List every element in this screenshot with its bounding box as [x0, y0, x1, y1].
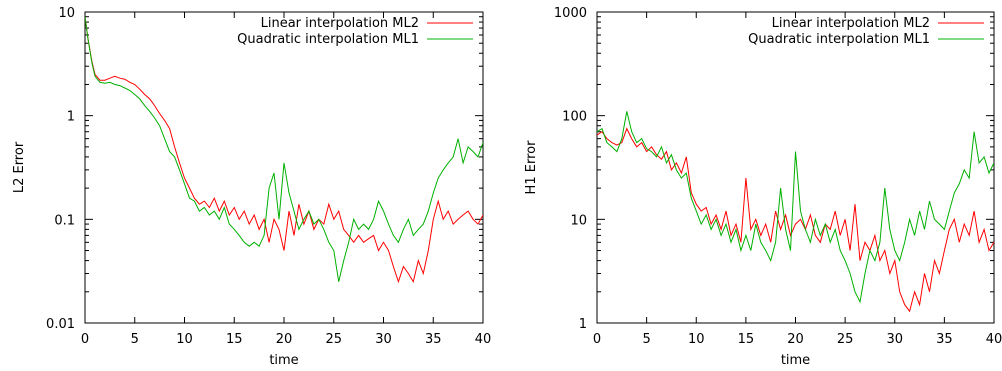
chart2-x-axis-label: time — [781, 353, 810, 368]
chart2-xtick-label: 20 — [787, 332, 804, 347]
chart2-xtick-label: 0 — [593, 332, 601, 347]
chart2-xtick-label: 15 — [738, 332, 755, 347]
chart1-ytick-label: 10 — [58, 6, 75, 21]
chart2-series-line-2 — [597, 111, 994, 304]
chart1-xtick-label: 20 — [276, 332, 293, 347]
chart2-ytick-label: 1 — [579, 317, 587, 332]
chart2-xtick-label: 30 — [886, 332, 903, 347]
chart1-xtick-label: 25 — [325, 332, 342, 347]
chart1-xtick-label: 10 — [176, 332, 193, 347]
chart1-x-axis-label: time — [269, 353, 298, 368]
chart2-ytick-label: 1000 — [554, 6, 587, 21]
chart2-xtick-label: 10 — [688, 332, 705, 347]
chart2-xtick-label: 5 — [642, 332, 650, 347]
chart1-xtick-label: 15 — [226, 332, 243, 347]
chart2-ytick-label: 100 — [562, 110, 587, 125]
chart2-ytick-label: 10 — [570, 213, 587, 228]
chart2-xtick-label: 40 — [986, 332, 1002, 347]
chart1-xtick-label: 5 — [131, 332, 139, 347]
chart1-xtick-label: 0 — [81, 332, 89, 347]
chart1-xtick-label: 40 — [475, 332, 492, 347]
chart1-xtick-label: 35 — [425, 332, 442, 347]
chart2-legend-label-2: Quadratic interpolation ML1 — [748, 32, 930, 47]
chart1-xtick-label: 30 — [375, 332, 392, 347]
chart2-legend-label-1: Linear interpolation ML2 — [772, 16, 930, 31]
chart2-series-line-1 — [597, 127, 994, 313]
chart2-y-axis-label: H1 Error — [524, 140, 539, 195]
chart1-legend-label-1: Linear interpolation ML2 — [261, 16, 419, 31]
chart2-plot-frame — [596, 11, 995, 324]
chart1-ytick-label: 0.1 — [54, 213, 75, 228]
chart2-xtick-label: 35 — [936, 332, 953, 347]
chart1-ytick-label: 0.01 — [46, 317, 75, 332]
chart1-series-line-2 — [85, 16, 483, 282]
chart2-xtick-label: 25 — [837, 332, 854, 347]
chart1-y-axis-label: L2 Error — [12, 141, 27, 193]
chart1-series-line-1 — [85, 16, 483, 284]
chart1-ytick-label: 1 — [67, 110, 75, 125]
chart1-legend-label-2: Quadratic interpolation ML1 — [237, 32, 419, 47]
